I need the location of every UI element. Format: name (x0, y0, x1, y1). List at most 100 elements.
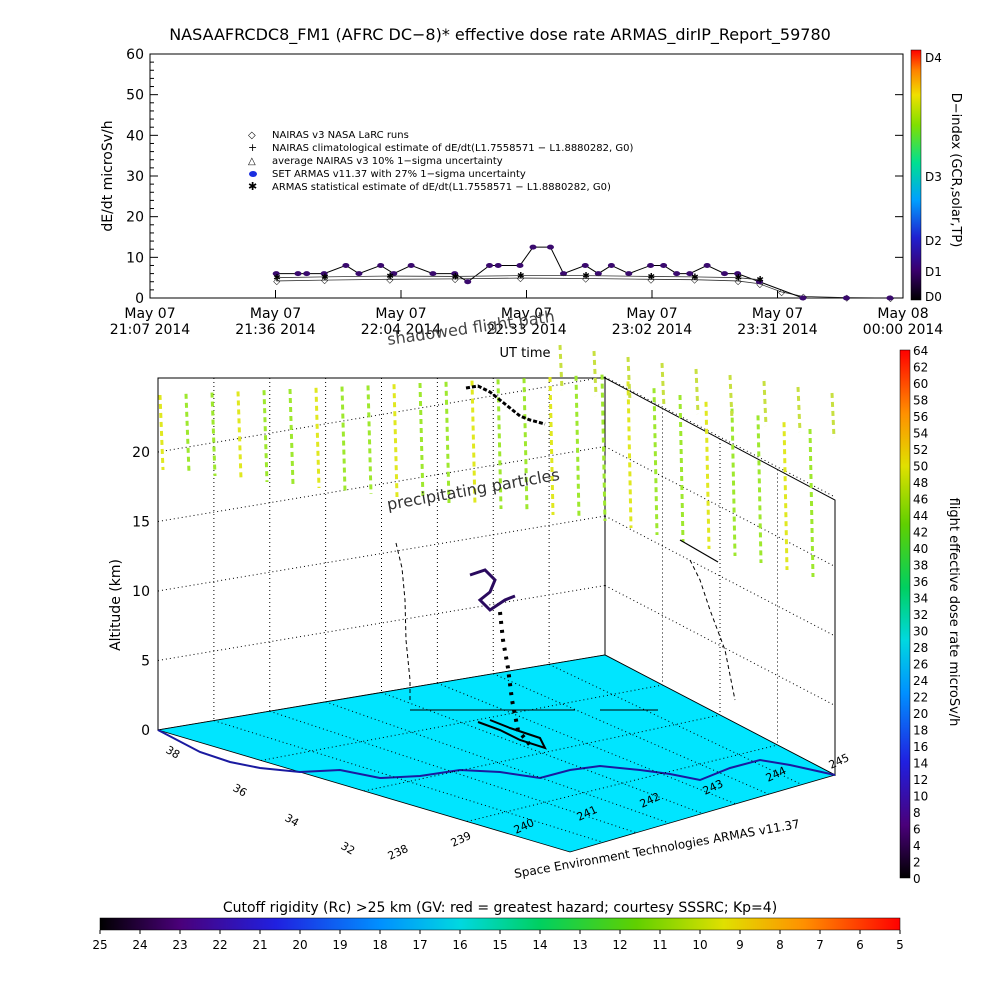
top-point-nairas: ◇ (517, 274, 524, 284)
top-x-tick-label: 21:36 2014 (235, 322, 316, 338)
coastline (157, 729, 836, 782)
dose-tick-label: 36 (913, 575, 928, 589)
top-point-armas (355, 271, 363, 277)
top-point-armas-stat: ✱ (582, 272, 590, 282)
altitude-tick-label: 20 (132, 445, 150, 461)
dose-tick-label: 44 (913, 509, 928, 523)
rigidity-tick-label: 13 (572, 938, 587, 952)
top-point-nairas: ◇ (386, 275, 393, 285)
top-point-armas (320, 271, 328, 277)
flight-ground-loop (477, 719, 547, 750)
dose-tick-label: 20 (913, 707, 928, 721)
top-point-armas-stat: ✱ (517, 272, 525, 282)
top-y-tick-label: 0 (135, 291, 144, 307)
top-point-armas (607, 262, 615, 268)
dose-tick-label: 8 (913, 806, 921, 820)
top-point-armas (721, 271, 729, 277)
precip-column (678, 394, 685, 543)
ground-grid-line (437, 682, 736, 805)
legend-marker-plus: + (248, 141, 257, 154)
top-x-tick-label: May 07 (626, 306, 677, 322)
dose-tick-label: 2 (913, 856, 921, 870)
rigidity-tick-label: 19 (332, 938, 347, 952)
precip-column (470, 380, 477, 507)
top-point-armas (886, 295, 894, 301)
precip-column (184, 393, 191, 474)
rigidity-tick-label: 15 (492, 938, 507, 952)
precip-column (782, 422, 789, 571)
precip-column (444, 381, 451, 504)
rigidity-title: Cutoff rigidity (Rc) >25 km (GV: red = g… (223, 900, 777, 916)
latitude-ticks: 38 36 34 32 (164, 743, 358, 857)
rigidity-tick-label: 7 (816, 938, 824, 952)
top-point-armas (529, 244, 537, 250)
dose-tick-label: 28 (913, 641, 928, 655)
top-point-armas (464, 279, 472, 285)
dose-tick-label: 54 (913, 427, 928, 441)
dindex-tick-label: D3 (925, 170, 942, 184)
dose-tick-label: 34 (913, 592, 928, 606)
top-point-nairas: ◇ (321, 276, 328, 286)
top-point-nairas: ◇ (778, 288, 785, 298)
top-point-armas (407, 262, 415, 268)
dose-tick-label: 38 (913, 559, 928, 573)
rigidity-tick-label: 5 (896, 938, 904, 952)
altitude-tick-label: 10 (132, 584, 150, 600)
altitude-grid-line (157, 515, 606, 592)
dindex-tick-label: D2 (925, 234, 942, 248)
precip-column (418, 382, 425, 501)
dindex-tick-label: D0 (925, 290, 942, 304)
precip-column-upper (592, 350, 598, 397)
top-point-armas (686, 271, 694, 277)
rigidity-tick-label: 20 (292, 938, 307, 952)
precip-column (652, 388, 659, 536)
precip-column (314, 387, 321, 489)
top-point-armas (294, 271, 302, 277)
top-x-axis-label: UT time (500, 346, 551, 361)
altitude-ticks: 0 5 10 15 20 (132, 445, 150, 739)
rigidity-colorbar-group: Cutoff rigidity (Rc) >25 km (GV: red = g… (92, 900, 903, 952)
dose-tick-label: 50 (913, 460, 928, 474)
precip-column (574, 375, 581, 519)
top-point-nairas: ◇ (452, 275, 459, 285)
altitude-axis-label: Altitude (km) (108, 559, 124, 651)
flight-path-3d (395, 384, 736, 750)
dose-colorbar (899, 349, 911, 879)
top-point-armas (594, 271, 602, 277)
longitude-tick-label: 239 (449, 829, 474, 850)
rigidity-tick-label: 23 (172, 938, 187, 952)
rigidity-tick-label: 9 (736, 938, 744, 952)
latitude-tick-label: 32 (339, 839, 358, 857)
top-y-tick-label: 10 (126, 250, 144, 266)
top-x-tick-label: 00:00 2014 (863, 322, 944, 338)
precip-column (288, 388, 295, 486)
top-y-tick-label: 20 (126, 210, 144, 226)
dose-colorbar-label: flight effective dose rate microSv/h (946, 498, 961, 727)
precip-column-upper (796, 386, 802, 433)
rigidity-tick-label: 17 (412, 938, 427, 952)
precip-column-upper (762, 380, 768, 427)
top-y-axis-label: dE/dt microSv/h (100, 120, 116, 231)
dose-ticks: 0246810121416182022242628303234363840424… (913, 344, 928, 886)
legend-item-1: NAIRAS v3 NASA LaRC runs (272, 130, 409, 141)
top-point-armas (342, 262, 350, 268)
top-series-line-3 (276, 275, 760, 281)
precip-column (236, 391, 243, 480)
top-point-armas (303, 271, 311, 277)
dose-tick-label: 16 (913, 740, 928, 754)
figure-title: NASAAFRCDC8_FM1 (AFRC DC−8)* effective d… (169, 25, 831, 45)
top-x-tick-label: May 08 (877, 306, 928, 322)
precip-column (340, 386, 347, 492)
top-point-nairas: ◇ (756, 280, 763, 290)
top-point-armas (647, 262, 655, 268)
flight-upper-right-segment (679, 539, 719, 563)
altitude-grid-line (604, 585, 836, 706)
top-plot-frame (149, 53, 904, 299)
precip-column (548, 376, 555, 516)
legend-marker-triangle: △ (248, 156, 256, 167)
rigidity-tick-label: 14 (532, 938, 547, 952)
top-point-armas (272, 271, 280, 277)
